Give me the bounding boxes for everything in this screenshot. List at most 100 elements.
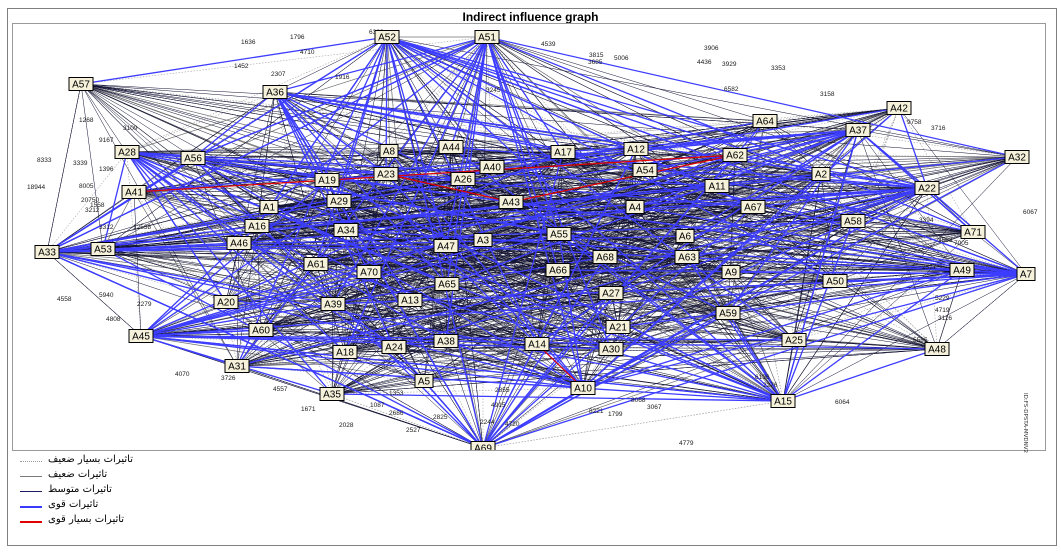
moderate-edge [260,179,328,331]
strong-edge [236,187,928,367]
node-label: A23 [377,170,395,181]
node-box [433,334,459,348]
very-weak-edge [752,107,900,208]
node-box [128,329,154,343]
very-weak-edge [450,146,795,341]
node-label: A10 [574,384,592,395]
node-a54: A54 [632,163,658,177]
edge-weight-label: 7005 [954,240,969,247]
node-box [721,265,741,279]
node-a5: A5 [414,374,434,388]
strong-edge [582,273,1027,389]
very-weak-edge [225,233,560,303]
node-label: A45 [132,332,150,343]
side-note-text: ID:FS-DPSTA-MVDNV2 [1021,393,1028,453]
moderate-edge [634,148,637,208]
strong-edge [482,148,637,449]
node-a58: A58 [840,214,866,228]
node-box [770,394,796,408]
very-weak-edge [491,166,963,271]
moderate-edge [315,173,822,265]
node-label: A17 [554,148,572,159]
moderate-edge [482,239,836,282]
node-box [374,30,400,44]
strong-edge [782,269,963,402]
node-a35: A35 [319,387,345,401]
moderate-edge [256,146,452,227]
strong-edge [192,157,584,389]
very-weak-edge [192,157,938,350]
moderate-edge [256,225,334,305]
node-box [545,263,571,277]
moderate-edge [368,256,606,273]
node-label: A64 [756,117,774,128]
edge-weight-label: 4779 [679,440,694,447]
node-a12: A12 [623,142,649,156]
strong-edge [140,256,606,337]
node-a50: A50 [822,274,848,288]
strong-edge [140,179,328,337]
node-box [704,179,730,193]
node-box [333,223,359,237]
node-a23: A23 [373,167,399,181]
moderate-edge [782,273,1027,402]
weak-edge [102,191,135,250]
moderate-edge [936,273,1027,350]
moderate-edge [80,83,317,265]
moderate-edge [634,206,836,282]
node-label: A27 [602,289,620,300]
legend-swatch [20,506,42,508]
moderate-edge [423,348,938,382]
edge-weight-label: 1916 [335,74,350,81]
moderate-edge [238,242,1027,275]
node-box [433,239,459,253]
strong-edge [482,292,612,449]
node-label: A51 [478,33,496,44]
node-a39: A39 [320,297,346,311]
node-box [259,200,279,214]
node-box [224,359,250,373]
edge-weight-label: 2527 [406,427,421,434]
node-a11: A11 [704,179,730,193]
node-label: A20 [217,298,235,309]
strong-edge [482,151,564,449]
moderate-edge [326,107,900,181]
strong-edge [46,225,258,253]
very-weak-edge [482,400,784,449]
legend-item: تاثیرات قوی [14,499,234,512]
node-a45: A45 [128,329,154,343]
edge-weight-label: 2855 [495,387,510,394]
strong-edge [315,129,859,265]
strong-edge [610,187,928,294]
node-box [924,342,950,356]
node-a10: A10 [570,381,596,395]
node-box [114,145,140,159]
strong-edge [274,91,448,285]
node-label: A19 [318,176,336,187]
edge-weight-label: 4719 [935,307,950,314]
node-a37: A37 [845,123,871,137]
node-label: A33 [38,248,56,259]
strong-edge [684,187,928,237]
strong-edge [46,36,488,253]
node-box [546,227,572,241]
node-label: A41 [125,188,143,199]
very-weak-edge [126,36,388,153]
edge-weight-label: 4557 [273,386,288,393]
node-box [121,185,147,199]
moderate-edge [236,256,688,367]
weak-edge [338,200,938,350]
node-a3: A3 [473,233,493,247]
node-label: A22 [918,184,936,195]
moderate-edge [730,271,836,282]
legend-swatch [20,461,42,462]
node-label: A2 [815,170,828,181]
strong-edge [482,256,606,449]
node-a60: A60 [248,323,274,337]
moderate-edge [386,36,729,314]
strong-edge [274,91,637,150]
moderate-edge [140,156,1018,337]
node-a19: A19 [314,173,340,187]
node-a15: A15 [770,394,796,408]
moderate-edge [80,83,766,122]
